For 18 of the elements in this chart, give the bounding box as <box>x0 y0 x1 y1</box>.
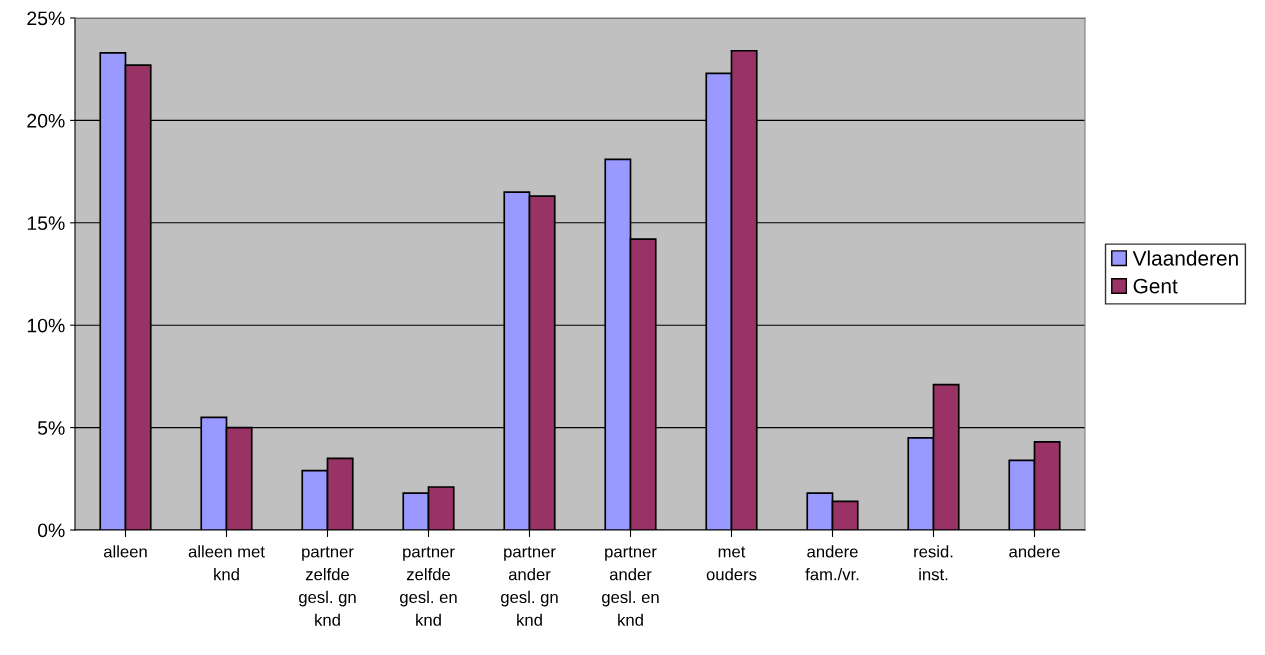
x-tick-label: partner zelfde gesl. gn knd <box>299 546 356 626</box>
x-tick-label: alleen <box>103 545 147 558</box>
legend-label: Gent <box>1133 278 1178 294</box>
x-tick-label: andere fam./vr. <box>805 545 859 581</box>
y-tick-label: 25% <box>27 11 65 26</box>
y-tick-label: 20% <box>27 113 65 128</box>
legend-label: Vlaanderen <box>1132 250 1238 266</box>
y-tick-label: 15% <box>27 216 65 231</box>
x-tick-label: alleen met knd <box>188 545 265 581</box>
x-tick-label: partner zelfde gesl. en knd <box>400 546 457 626</box>
y-tick-label: 5% <box>37 421 65 435</box>
x-tick-label: andere <box>1009 545 1060 558</box>
x-tick-label: met ouders <box>706 546 757 581</box>
x-tick-label: resid. inst. <box>914 545 953 581</box>
x-tick-label: partner ander gesl. gn knd <box>501 546 558 626</box>
y-tick-label: 0% <box>37 523 65 538</box>
y-tick-label: 10% <box>27 318 65 333</box>
x-tick-label: partner ander gesl. en knd <box>602 546 659 626</box>
